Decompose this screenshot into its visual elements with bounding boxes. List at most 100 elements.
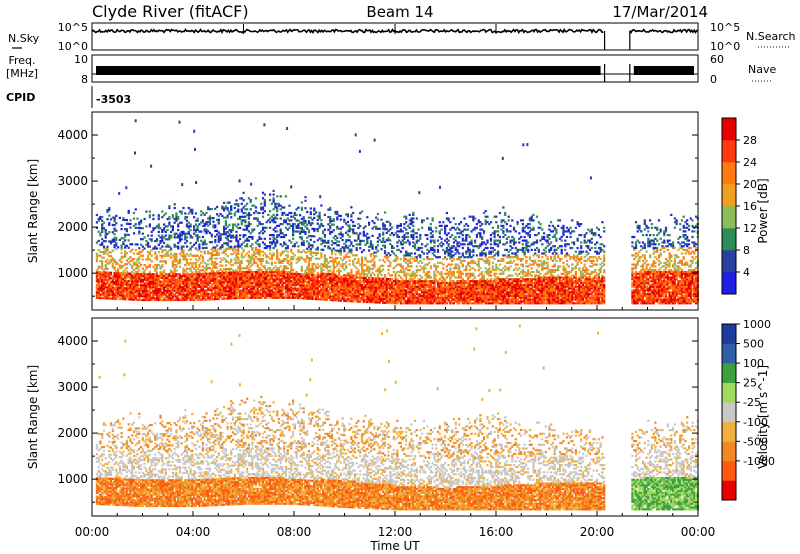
echo-cell	[419, 254, 421, 256]
echo-cell	[129, 256, 131, 258]
echo-cell	[140, 222, 142, 224]
echo-cell	[292, 269, 294, 271]
echo-cell	[269, 238, 271, 240]
echo-cell	[151, 238, 153, 240]
echo-cell	[99, 255, 101, 257]
echo-cell	[181, 235, 183, 237]
echo-cell	[163, 242, 165, 244]
echo-cell	[370, 242, 372, 244]
echo-cell	[421, 247, 423, 249]
freq-label-1: Freq.	[8, 54, 35, 67]
echo-cell	[349, 225, 351, 227]
echo-cell	[248, 221, 250, 223]
echo-cell	[389, 243, 391, 245]
echo-cell	[140, 264, 142, 266]
echo-cell	[396, 278, 398, 280]
echo-cell	[377, 244, 379, 246]
echo-cell	[264, 194, 266, 196]
echo-cell	[288, 240, 290, 242]
echo-cell	[269, 252, 271, 254]
echo-cell	[439, 232, 441, 234]
echo-cell	[373, 261, 375, 263]
echo-cell	[389, 265, 391, 267]
echo-cell	[384, 276, 386, 278]
echo-cell	[352, 228, 354, 230]
echo-cell	[357, 269, 359, 271]
echo-cell	[366, 240, 368, 242]
echo-cell	[273, 252, 275, 254]
echo-cell	[304, 222, 306, 224]
echo-cell	[313, 241, 315, 243]
echo-cell	[154, 246, 156, 248]
echo-cell	[101, 231, 103, 233]
echo-cell	[158, 216, 160, 218]
echo-cell	[329, 247, 331, 249]
echo-cell	[319, 217, 321, 219]
echo-cell	[313, 263, 315, 265]
echo-cell	[250, 208, 252, 210]
echo-cell	[241, 262, 243, 264]
echo-cell	[356, 247, 358, 249]
echo-cell	[237, 240, 239, 242]
nsearch-tick-top: 10^5	[710, 21, 740, 34]
echo-cell	[372, 248, 374, 250]
echo-cell	[221, 259, 223, 261]
echo-cell	[188, 264, 190, 266]
echo-cell	[274, 221, 276, 223]
echo-cell	[274, 265, 276, 267]
echo-cell	[301, 257, 303, 259]
echo-cell	[426, 243, 428, 245]
echo-cell	[211, 234, 213, 236]
echo-cell	[251, 236, 253, 238]
echo-cell	[101, 238, 103, 240]
echo-cell	[435, 230, 437, 232]
echo-cell	[237, 256, 239, 258]
echo-cell	[101, 268, 103, 270]
echo-cell	[304, 231, 306, 233]
echo-cell	[243, 199, 245, 201]
echo-cell	[364, 264, 366, 266]
echo-cell	[349, 236, 351, 238]
echo-cell	[350, 271, 352, 273]
echo-cell	[258, 232, 260, 234]
echo-cell	[393, 271, 395, 273]
echo-cell	[204, 214, 206, 216]
echo-cell	[133, 218, 135, 220]
echo-cell	[306, 240, 308, 242]
echo-cell	[161, 216, 163, 218]
echo-cell	[366, 275, 368, 277]
echo-cell	[138, 247, 140, 249]
echo-cell	[237, 203, 239, 205]
echo-cell	[340, 252, 342, 254]
echo-cell	[375, 217, 377, 219]
echo-cell	[439, 221, 441, 223]
echo-cell	[375, 226, 377, 228]
echo-cell	[441, 225, 443, 227]
echo-cell	[250, 199, 252, 201]
freq-tick-top: 10	[74, 53, 88, 66]
echo-cell	[276, 230, 278, 232]
echo-cell	[297, 249, 299, 251]
echo-cell	[156, 238, 158, 240]
echo-cell	[190, 247, 192, 249]
echo-cell	[115, 230, 117, 232]
echo-cell	[103, 257, 105, 259]
echo-cell	[197, 260, 199, 262]
echo-cell	[200, 231, 202, 233]
echo-cell	[246, 245, 248, 247]
echo-cell	[108, 209, 110, 211]
echo-cell	[115, 215, 117, 217]
echo-cell	[129, 223, 131, 225]
echo-cell	[115, 239, 117, 241]
echo-cell	[377, 219, 379, 221]
echo-cell	[319, 212, 321, 214]
echo-cell	[301, 227, 303, 229]
echo-cell	[227, 255, 229, 257]
echo-cell	[324, 256, 326, 258]
echo-cell	[243, 241, 245, 243]
echo-cell	[106, 218, 108, 220]
nave-tick-bottom: 0	[710, 73, 717, 86]
echo-cell	[220, 237, 222, 239]
echo-cell	[214, 239, 216, 241]
echo-cell	[329, 207, 331, 209]
